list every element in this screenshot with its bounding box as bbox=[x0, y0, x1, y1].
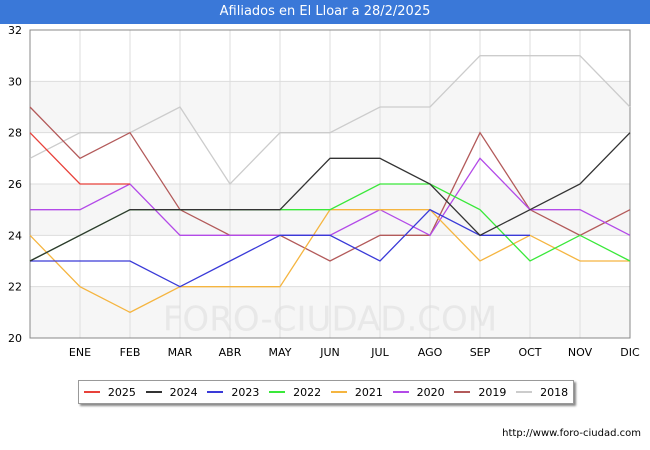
legend-label: 2024 bbox=[169, 385, 198, 399]
legend-label: 2022 bbox=[293, 385, 322, 399]
legend-item-2022: 2022 bbox=[269, 386, 321, 399]
chart-legend: 2025 2024 2023 2022 2021 2020 2019 2018 bbox=[78, 380, 574, 404]
legend-swatch bbox=[269, 391, 286, 393]
x-tick-label: OCT bbox=[518, 346, 541, 359]
y-tick-label: 32 bbox=[8, 24, 22, 37]
y-tick-label: 24 bbox=[8, 229, 22, 242]
x-tick-label: FEB bbox=[120, 346, 141, 359]
legend-label: 2019 bbox=[478, 385, 507, 399]
series-line-2023 bbox=[30, 208, 530, 288]
y-tick-label: 26 bbox=[8, 178, 22, 191]
legend-label: 2023 bbox=[231, 385, 260, 399]
series-line-2024 bbox=[29, 132, 631, 262]
x-tick-label: ENE bbox=[69, 346, 91, 359]
legend-swatch bbox=[83, 391, 100, 393]
legend-label: 2021 bbox=[354, 385, 383, 399]
legend-item-2018: 2018 bbox=[516, 386, 568, 399]
legend-item-2019: 2019 bbox=[454, 386, 506, 399]
legend-label: 2020 bbox=[416, 385, 445, 399]
footer-url: http://www.foro-ciudad.com bbox=[502, 428, 641, 439]
legend-label: 2025 bbox=[107, 385, 136, 399]
x-tick-label: DIC bbox=[620, 346, 640, 359]
x-tick-label: ABR bbox=[219, 346, 242, 359]
x-tick-label: MAR bbox=[168, 346, 193, 359]
legend-item-2021: 2021 bbox=[330, 385, 383, 399]
legend-swatch bbox=[392, 391, 409, 393]
x-tick-label: AGO bbox=[418, 346, 443, 359]
legend-swatch bbox=[516, 391, 533, 393]
series-line-2025 bbox=[29, 132, 130, 185]
chart-title: Afiliados en El Lloar a 28/2/2025 bbox=[0, 0, 650, 24]
y-tick-label: 22 bbox=[8, 281, 22, 294]
x-tick-label: MAY bbox=[269, 346, 292, 359]
legend-label: 2018 bbox=[540, 385, 569, 399]
x-tick-label: JUN bbox=[319, 346, 340, 359]
legend-swatch bbox=[145, 391, 162, 393]
x-tick-label: JUL bbox=[370, 346, 389, 359]
legend-item-2020: 2020 bbox=[392, 385, 445, 399]
legend-swatch bbox=[207, 391, 224, 393]
y-tick-label: 30 bbox=[8, 75, 22, 88]
legend-item-2023: 2023 bbox=[207, 386, 259, 399]
x-tick-label: NOV bbox=[568, 346, 593, 359]
plot-border bbox=[29, 29, 631, 339]
legend-swatch bbox=[454, 391, 471, 393]
y-tick-label: 20 bbox=[8, 332, 22, 345]
legend-swatch bbox=[330, 391, 347, 393]
y-tick-label: 28 bbox=[8, 127, 22, 140]
x-tick-label: SEP bbox=[470, 346, 491, 359]
legend-item-2024: 2024 bbox=[145, 385, 198, 399]
legend-item-2025: 2025 bbox=[83, 385, 136, 399]
